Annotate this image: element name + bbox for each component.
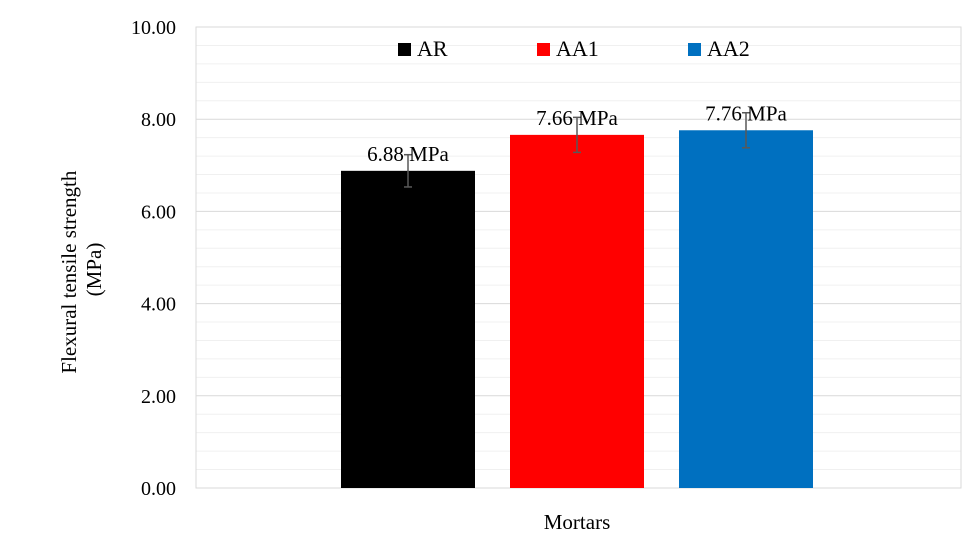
legend-swatch [537,43,550,56]
bar-aa1 [510,134,644,488]
x-axis-title: Mortars [544,510,611,534]
data-label-aa1: 7.66 MPa [536,106,618,130]
legend-label: AA1 [556,36,599,61]
data-label-aa2: 7.76 MPa [705,101,787,125]
legend-label: AA2 [707,36,750,61]
bar-aa2 [679,130,813,488]
y-axis-tick-labels: 0.00 2.00 4.00 6.00 8.00 10.00 [131,17,176,500]
y-tick-label: 4.00 [141,294,176,316]
y-tick-label: 8.00 [141,109,176,131]
legend-item-aa1: AA1 [537,36,599,61]
legend-item-aa2: AA2 [688,36,750,61]
legend-swatch [688,43,701,56]
legend-label: AR [417,36,448,61]
error-bar-aa1 [573,116,581,154]
data-labels: 6.88 MPa 7.66 MPa 7.76 MPa [367,101,787,166]
y-axis-title-line-2: (MPa) [82,243,106,297]
error-bars [404,111,750,188]
legend-swatch [398,43,411,56]
y-tick-label: 10.00 [131,17,176,39]
y-axis-title: Flexural tensile strength (MPa) [57,165,106,373]
bar-ar [341,170,475,488]
data-label-ar: 6.88 MPa [367,142,449,166]
legend-item-ar: AR [398,36,448,61]
error-bar-aa2 [742,111,750,149]
error-bar-ar [404,153,412,188]
y-tick-label: 6.00 [141,201,176,223]
y-axis-title-line-1: Flexural tensile strength [57,170,81,373]
legend: AR AA1 AA2 [398,36,750,61]
y-tick-label: 0.00 [141,478,176,500]
bars [341,130,813,488]
y-tick-label: 2.00 [141,386,176,408]
